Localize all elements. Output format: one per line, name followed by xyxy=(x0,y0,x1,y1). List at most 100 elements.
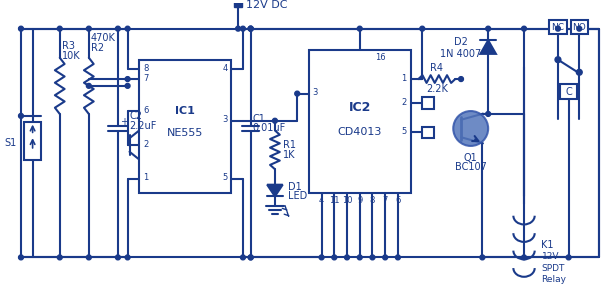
Circle shape xyxy=(18,255,23,260)
Text: 8: 8 xyxy=(370,196,375,205)
Text: SPDT: SPDT xyxy=(542,264,565,273)
Circle shape xyxy=(486,112,491,116)
Circle shape xyxy=(420,26,425,31)
Circle shape xyxy=(453,111,488,146)
Text: S1: S1 xyxy=(5,138,17,148)
Text: C1: C1 xyxy=(253,114,266,124)
Circle shape xyxy=(86,26,91,31)
Text: 470K: 470K xyxy=(91,33,116,43)
Circle shape xyxy=(319,255,324,260)
Text: 2.2uF: 2.2uF xyxy=(130,121,157,131)
Circle shape xyxy=(125,83,130,88)
Text: Relay: Relay xyxy=(542,275,567,284)
Circle shape xyxy=(395,255,400,260)
Text: 6: 6 xyxy=(395,196,401,205)
Text: 3: 3 xyxy=(313,88,318,97)
Text: NO: NO xyxy=(572,23,586,32)
Text: 5: 5 xyxy=(401,127,407,136)
Text: 4: 4 xyxy=(319,196,324,205)
Text: +: + xyxy=(120,117,128,127)
Circle shape xyxy=(486,26,491,31)
Circle shape xyxy=(357,255,362,260)
Circle shape xyxy=(295,91,300,96)
Circle shape xyxy=(521,26,526,31)
Circle shape xyxy=(345,255,349,260)
Text: CD4013: CD4013 xyxy=(338,127,382,137)
Text: 1K: 1K xyxy=(283,150,295,160)
Circle shape xyxy=(577,26,581,31)
Circle shape xyxy=(248,26,253,31)
Bar xyxy=(140,60,231,193)
Text: 1: 1 xyxy=(143,174,148,182)
Text: D2: D2 xyxy=(454,37,468,47)
Text: 3: 3 xyxy=(222,115,228,124)
Circle shape xyxy=(556,26,561,31)
Text: 10K: 10K xyxy=(62,51,80,61)
Circle shape xyxy=(125,26,130,31)
Circle shape xyxy=(86,255,91,260)
Circle shape xyxy=(370,255,375,260)
Text: 5: 5 xyxy=(222,174,228,182)
Bar xyxy=(560,84,577,99)
Circle shape xyxy=(382,255,387,260)
Text: NC: NC xyxy=(551,23,564,32)
Text: NE555: NE555 xyxy=(167,128,203,138)
Text: 11: 11 xyxy=(329,196,340,205)
Text: D1: D1 xyxy=(288,182,302,192)
Text: 2: 2 xyxy=(401,98,407,107)
Circle shape xyxy=(458,77,463,82)
Text: 9: 9 xyxy=(357,196,362,205)
Text: 10: 10 xyxy=(341,196,353,205)
Text: 12V: 12V xyxy=(542,252,559,261)
Text: 7: 7 xyxy=(143,74,149,83)
Polygon shape xyxy=(480,40,496,54)
Circle shape xyxy=(577,69,582,75)
Circle shape xyxy=(86,83,91,88)
Circle shape xyxy=(248,26,253,31)
Text: 2.2K: 2.2K xyxy=(426,84,448,94)
Text: 4: 4 xyxy=(222,64,228,73)
Circle shape xyxy=(566,255,571,260)
Polygon shape xyxy=(267,185,283,196)
Text: R4: R4 xyxy=(430,63,443,73)
Text: K1: K1 xyxy=(542,240,554,250)
Text: 2: 2 xyxy=(143,139,148,149)
Text: IC1: IC1 xyxy=(175,105,195,116)
Text: 12V DC: 12V DC xyxy=(247,0,288,11)
Circle shape xyxy=(18,114,23,118)
Text: 8: 8 xyxy=(143,64,149,73)
Text: R1: R1 xyxy=(283,140,296,150)
Text: R3: R3 xyxy=(62,41,75,51)
Text: IC2: IC2 xyxy=(349,101,371,114)
Text: BC107: BC107 xyxy=(455,162,487,172)
Bar xyxy=(549,20,567,34)
Text: 1: 1 xyxy=(401,74,407,83)
Text: 16: 16 xyxy=(375,53,386,62)
Circle shape xyxy=(58,26,62,31)
Circle shape xyxy=(248,255,253,260)
Text: LED: LED xyxy=(288,191,308,201)
Bar xyxy=(570,20,588,34)
Text: R2: R2 xyxy=(91,43,104,53)
Circle shape xyxy=(248,255,253,260)
Circle shape xyxy=(125,77,130,82)
Circle shape xyxy=(480,255,485,260)
Circle shape xyxy=(236,26,241,31)
Bar xyxy=(309,50,411,193)
Circle shape xyxy=(248,26,253,31)
Circle shape xyxy=(116,26,121,31)
Bar xyxy=(422,127,434,138)
Bar xyxy=(24,122,42,160)
Circle shape xyxy=(18,26,23,31)
Text: 0.01uF: 0.01uF xyxy=(253,124,286,133)
Text: 6: 6 xyxy=(143,106,149,114)
Text: C2: C2 xyxy=(130,111,143,121)
Bar xyxy=(234,0,242,7)
Circle shape xyxy=(241,26,245,31)
Circle shape xyxy=(116,255,121,260)
Text: 7: 7 xyxy=(382,196,388,205)
Circle shape xyxy=(241,255,245,260)
Text: 1N 4007: 1N 4007 xyxy=(441,49,482,59)
Circle shape xyxy=(332,255,337,260)
Circle shape xyxy=(521,255,526,260)
